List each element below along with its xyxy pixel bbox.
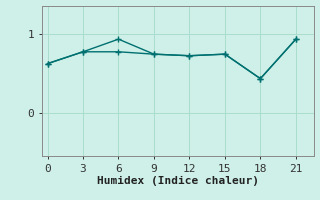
X-axis label: Humidex (Indice chaleur): Humidex (Indice chaleur) — [97, 176, 259, 186]
